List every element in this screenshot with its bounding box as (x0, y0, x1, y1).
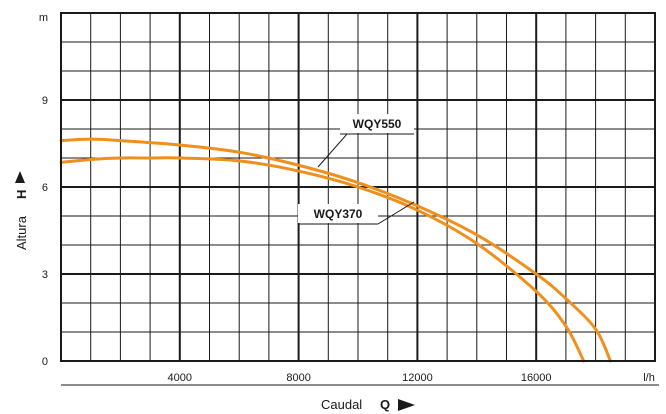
y-axis-letter: H (14, 190, 29, 199)
x-axis-title: Caudal Q (321, 397, 415, 412)
right-arrow-icon (398, 399, 415, 411)
series-line-wqy550 (59, 137, 612, 363)
series-callouts: WQY550 WQY370 (298, 114, 415, 225)
y-tick-label: 6 (42, 182, 48, 194)
label-bg-wqy550 (340, 114, 414, 133)
x-tick-label: 4000 (168, 372, 192, 384)
y-axis-unit: m (39, 12, 48, 24)
x-tick-label: 16000 (521, 372, 552, 384)
y-axis-title: Altura H (14, 171, 29, 250)
y-tick-label: 3 (42, 269, 48, 281)
series-label-wqy370: WQY370 (314, 207, 363, 221)
x-axis-letter: Q (380, 397, 390, 412)
label-bg-wqy370 (298, 204, 378, 223)
series-line-wqy370 (59, 156, 586, 363)
x-axis-title-text: Caudal (321, 397, 362, 412)
x-tick-label: 8000 (286, 372, 310, 384)
leader-line-wqy370 (377, 201, 415, 225)
x-axis-unit: l/h (643, 372, 655, 384)
up-arrow-icon (15, 171, 25, 183)
pump-curves (59, 137, 612, 363)
series-label-wqy550: WQY550 (353, 117, 402, 131)
tick-labels: 4000 8000 12000 16000 0 3 6 9 (42, 95, 659, 386)
y-tick-label: 9 (42, 95, 48, 107)
y-axis-title-text: Altura (14, 215, 29, 250)
y-tick-label: 0 (42, 356, 48, 368)
plot-frame (60, 12, 656, 362)
leader-line-wqy550 (317, 133, 414, 168)
x-tick-label: 12000 (402, 372, 433, 384)
